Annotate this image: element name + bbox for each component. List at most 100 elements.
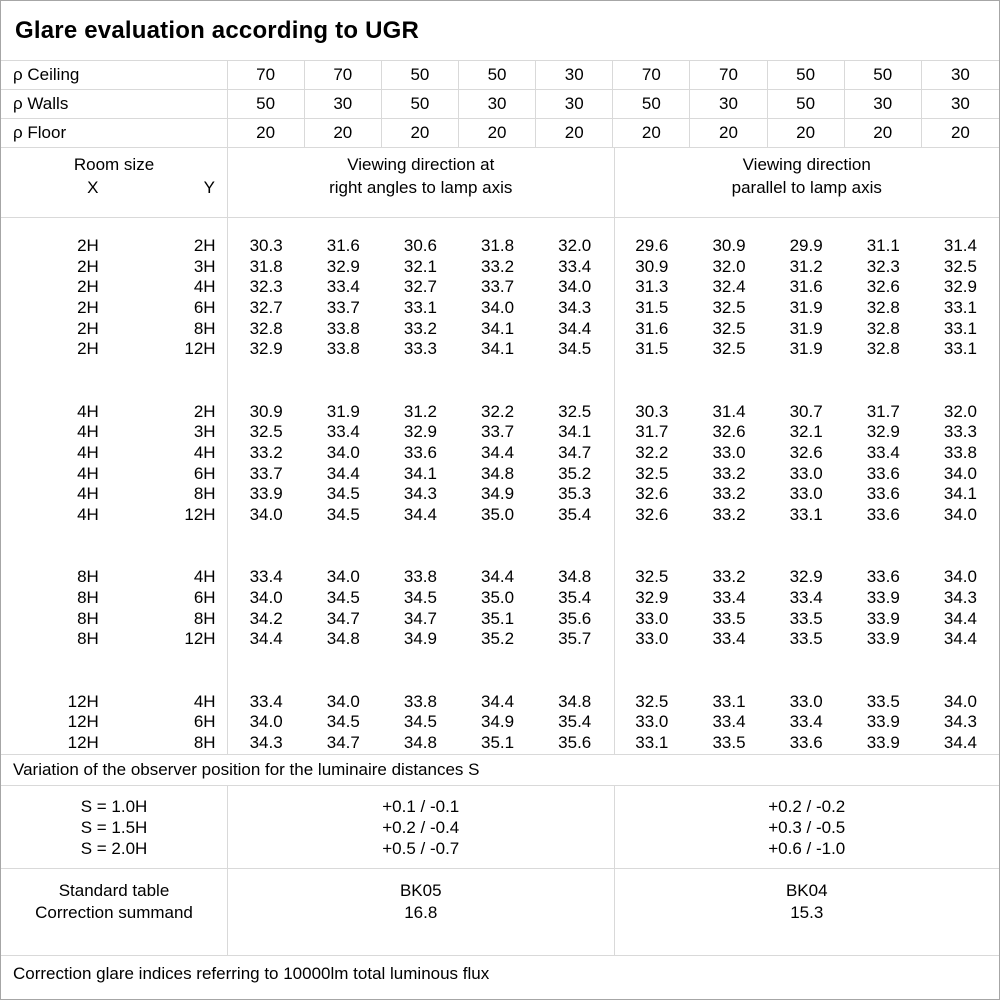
ugr-value-right-angle: 34.8 (326, 629, 360, 649)
ugr-value-right-angle: 34.4 (481, 567, 515, 587)
s-distance-label: S = 1.5H (80, 818, 148, 837)
ugr-value-right-angle: 35.0 (481, 505, 515, 525)
ugr-value-parallel: 33.5 (789, 608, 823, 628)
ugr-value-right-angle: 33.7 (326, 298, 360, 318)
room-size-x: 8H (77, 608, 99, 628)
viewing-direction-right-angle-header: Viewing direction at right angles to lam… (228, 148, 615, 217)
ugr-value-parallel: 32.9 (635, 587, 669, 607)
ugr-value-parallel: 32.5 (635, 463, 669, 483)
ugr-value-right-angle: 33.4 (326, 422, 360, 442)
ugr-value-parallel: 31.5 (635, 339, 669, 359)
footer-note: Correction glare indices referring to 10… (13, 964, 490, 983)
ugr-value-right-angle: 34.0 (326, 443, 360, 462)
ugr-value-right-angle: 34.8 (481, 463, 515, 483)
reflectance-value: 50 (613, 90, 691, 118)
ugr-value-parallel: 33.3 (943, 422, 977, 442)
room-size-x: 2H (77, 277, 99, 297)
room-size-x: 8H (77, 629, 99, 649)
reflectance-value: 50 (459, 61, 537, 89)
ugr-value-parallel: 34.0 (943, 505, 977, 525)
room-size-y: 8H (193, 318, 216, 338)
title-row: Glare evaluation according to UGR (1, 1, 999, 61)
ugr-value-right-angle: 34.4 (558, 318, 592, 338)
ugr-value-right-angle: 35.1 (481, 732, 515, 752)
ugr-value-parallel: 32.5 (635, 567, 669, 587)
ugr-row: 12H 6H 34.0 34.5 34.5 34.9 35.4 33.0 33.4 33.4 33.… (1, 712, 999, 733)
ugr-value-parallel: 31.6 (635, 318, 669, 338)
ugr-value-right-angle: 34.0 (249, 505, 283, 525)
ugr-value-right-angle: 34.5 (326, 484, 360, 504)
ugr-value-right-angle: 32.1 (403, 256, 437, 276)
ugr-value-right-angle: 34.4 (403, 505, 437, 525)
ugr-value-right-angle: 34.8 (403, 732, 437, 752)
reflectance-value: 20 (305, 119, 382, 147)
ugr-value-parallel: 33.1 (712, 691, 746, 711)
header-line: Viewing direction (742, 155, 871, 174)
ugr-value-parallel: 33.1 (635, 732, 669, 752)
ugr-value-parallel: 33.0 (789, 691, 823, 711)
ugr-value-right-angle: 34.0 (249, 587, 283, 607)
ugr-row: 12H 8H 34.3 34.7 34.8 35.1 35.6 33.1 33.5 33.6 33.… (1, 733, 999, 754)
room-size-x: 2H (77, 318, 99, 338)
summary-labels: Standard table Correction summand (1, 869, 228, 955)
ugr-value-parallel: 34.4 (943, 629, 977, 649)
ugr-value-parallel: 33.9 (866, 608, 900, 628)
reflectance-value: 70 (305, 61, 382, 89)
observer-variation-section: S = 1.0H S = 1.5H S = 2.0H +0.1 / -0.1 +0.2… (1, 786, 999, 869)
ugr-value-right-angle: 33.4 (558, 256, 592, 276)
ugr-value-parallel: 33.2 (712, 463, 746, 483)
reflectance-value: 70 (228, 61, 305, 89)
reflectance-row-label: ρ Floor (1, 119, 228, 147)
ugr-row: 8H 4H 33.4 34.0 33.8 34.4 34.8 32.5 33.2 32.9 33.6… (1, 567, 999, 588)
group-divider (614, 218, 615, 754)
ugr-value-parallel: 32.5 (712, 339, 746, 359)
ugr-value-right-angle: 34.3 (403, 484, 437, 504)
ugr-value-right-angle: 34.5 (558, 339, 592, 359)
ugr-value-right-angle: 30.9 (249, 401, 283, 421)
ugr-value-parallel: 33.2 (712, 484, 746, 504)
room-size-y: 6H (193, 712, 216, 732)
ugr-value-parallel: 33.9 (866, 629, 900, 649)
ugr-value-parallel: 33.4 (789, 712, 823, 732)
ugr-value-parallel: 29.6 (635, 236, 669, 255)
ugr-row: 12H 4H 33.4 34.0 33.8 34.4 34.8 32.5 33.1 33.0 33.… (1, 692, 999, 713)
ugr-value-parallel: 33.2 (712, 567, 746, 587)
ugr-value-right-angle: 35.2 (558, 463, 592, 483)
ugr-value-right-angle: 33.8 (326, 339, 360, 359)
ugr-value-right-angle: 34.7 (558, 443, 592, 462)
ugr-value-right-angle: 33.2 (481, 256, 515, 276)
ugr-value-parallel: 32.2 (635, 443, 669, 462)
ugr-value-parallel: 32.9 (866, 422, 900, 442)
ugr-value-right-angle: 34.7 (326, 608, 360, 628)
ugr-row: 8H 6H 34.0 34.5 34.5 35.0 35.4 32.9 33.4 33.4 33.9… (1, 588, 999, 609)
ugr-value-right-angle: 35.1 (481, 608, 515, 628)
ugr-value-parallel: 31.1 (866, 236, 900, 255)
reflectance-value: 20 (459, 119, 537, 147)
s-corrections-right-angle: +0.1 / -0.1 +0.2 / -0.4 +0.5 / -0.7 (228, 786, 615, 868)
ugr-value-right-angle: 32.9 (403, 422, 437, 442)
reflectance-value: 20 (768, 119, 845, 147)
ugr-value-right-angle: 34.5 (326, 505, 360, 525)
ugr-value-parallel: 33.5 (712, 732, 746, 752)
ugr-value-parallel: 31.9 (789, 318, 823, 338)
ugr-value-right-angle: 31.8 (249, 256, 283, 276)
ugr-value-parallel: 32.6 (635, 505, 669, 525)
ugr-value-parallel: 33.4 (866, 443, 900, 462)
ugr-value-right-angle: 33.8 (403, 567, 437, 587)
room-size-y: 6H (193, 587, 216, 607)
ugr-value-parallel: 31.9 (789, 298, 823, 318)
reflectance-value: 20 (845, 119, 922, 147)
ugr-value-parallel: 33.1 (943, 339, 977, 359)
ugr-value-parallel: 30.7 (789, 401, 823, 421)
reflectance-row: ρ Ceiling 70 70 50 50 30 70 70 50 50 30 (1, 61, 999, 90)
ugr-row: 2H 3H 31.8 32.9 32.1 33.2 33.4 30.9 32.0 31.2 32.3… (1, 257, 999, 278)
ugr-value-parallel: 34.0 (943, 567, 977, 587)
ugr-value-parallel: 34.4 (943, 608, 977, 628)
ugr-value-parallel: 31.4 (712, 401, 746, 421)
ugr-value-right-angle: 33.7 (481, 422, 515, 442)
summary-right-angle: BK05 16.8 (228, 869, 615, 955)
ugr-value-parallel: 33.5 (712, 608, 746, 628)
ugr-value-parallel: 32.5 (943, 256, 977, 276)
room-size-x: 12H (67, 691, 99, 711)
